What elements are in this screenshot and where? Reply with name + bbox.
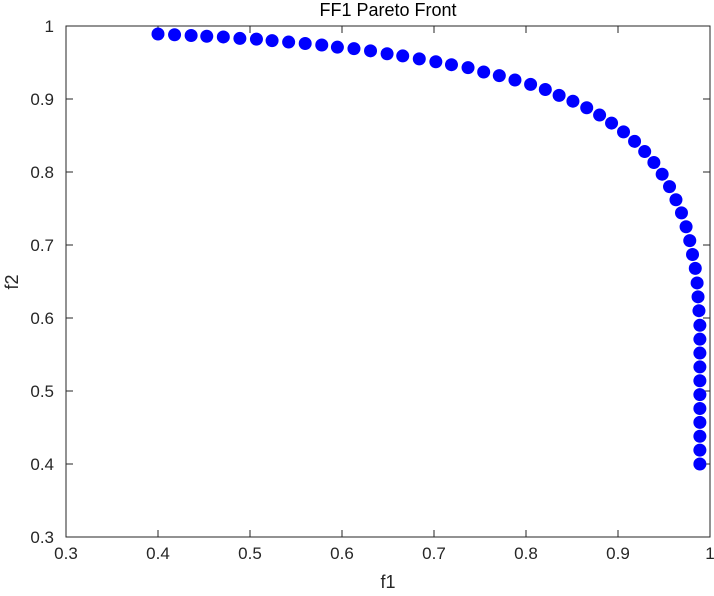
data-point <box>663 180 677 194</box>
x-tick-label: 1 <box>705 544 714 563</box>
data-point <box>380 47 394 61</box>
y-tick-label: 0.3 <box>30 528 54 547</box>
data-point <box>605 116 619 130</box>
data-point <box>693 415 707 429</box>
data-point <box>628 134 642 148</box>
data-point <box>674 206 688 220</box>
x-tick-label: 0.3 <box>54 544 78 563</box>
data-point <box>444 58 458 72</box>
x-tick-label: 0.4 <box>146 544 170 563</box>
data-point <box>593 108 607 122</box>
data-point <box>552 88 566 102</box>
data-point <box>693 318 707 332</box>
x-axis-title: f1 <box>380 572 395 592</box>
x-tick-label: 0.9 <box>606 544 630 563</box>
data-point <box>566 94 580 108</box>
data-point <box>692 304 706 318</box>
data-point <box>200 29 214 43</box>
axes-box <box>65 25 711 538</box>
data-point <box>364 44 378 58</box>
y-tick-label: 0.4 <box>30 455 54 474</box>
data-point <box>282 35 296 49</box>
data-point <box>693 360 707 374</box>
data-point <box>693 443 707 457</box>
data-point <box>168 28 182 42</box>
data-point <box>233 31 247 45</box>
data-point <box>690 276 704 290</box>
data-point <box>679 220 693 234</box>
data-point <box>249 32 263 46</box>
data-point <box>216 30 230 44</box>
data-points <box>151 27 707 471</box>
data-point <box>691 290 705 304</box>
data-point <box>638 145 652 159</box>
data-point <box>412 52 426 66</box>
data-point <box>655 167 669 181</box>
data-point <box>265 34 279 48</box>
data-point <box>347 42 361 56</box>
x-axis-ticks: 0.3 0.4 0.5 0.6 0.7 0.8 0.9 1 <box>54 26 714 563</box>
data-point <box>330 40 344 54</box>
data-point <box>524 77 538 91</box>
x-tick-label: 0.7 <box>422 544 446 563</box>
data-point <box>477 65 491 79</box>
data-point <box>693 388 707 402</box>
data-point <box>538 83 552 97</box>
data-point <box>315 38 329 52</box>
y-tick-label: 0.8 <box>30 163 54 182</box>
plot-area <box>65 25 711 538</box>
chart-title: FF1 Pareto Front <box>319 0 456 20</box>
y-axis-ticks: 0.3 0.4 0.5 0.6 0.7 0.8 0.9 1 <box>30 17 710 547</box>
data-point <box>686 247 700 261</box>
y-tick-label: 0.5 <box>30 382 54 401</box>
data-point <box>669 193 683 207</box>
data-point <box>693 402 707 416</box>
y-tick-label: 0.9 <box>30 90 54 109</box>
data-point <box>508 73 522 87</box>
data-point <box>396 49 410 63</box>
data-point <box>693 346 707 360</box>
data-point <box>461 61 475 75</box>
data-point <box>298 37 312 51</box>
data-point <box>683 234 697 248</box>
data-point <box>688 261 702 275</box>
data-point <box>492 69 506 83</box>
data-point <box>693 457 707 471</box>
data-point <box>184 28 198 42</box>
data-point <box>693 332 707 346</box>
x-tick-label: 0.5 <box>238 544 262 563</box>
data-point <box>580 101 594 115</box>
data-point <box>429 55 443 69</box>
y-axis-title: f2 <box>2 274 22 289</box>
data-point <box>151 27 165 41</box>
data-point <box>693 374 707 388</box>
y-tick-label: 0.7 <box>30 236 54 255</box>
y-tick-label: 0.6 <box>30 309 54 328</box>
y-tick-label: 1 <box>45 17 54 36</box>
data-point <box>647 156 661 170</box>
x-tick-label: 0.8 <box>514 544 538 563</box>
x-tick-label: 0.6 <box>330 544 354 563</box>
data-point <box>693 429 707 443</box>
data-point <box>617 125 631 139</box>
